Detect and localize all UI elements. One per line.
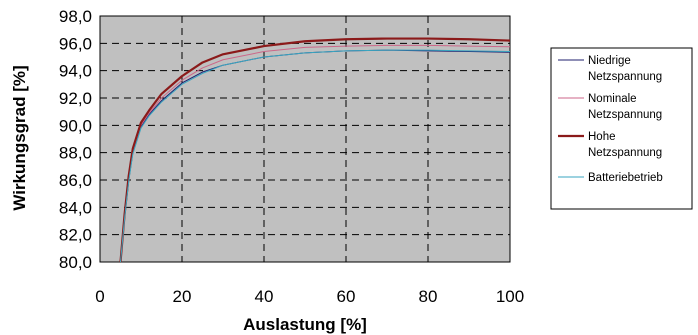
legend-label-0: Niedrige bbox=[588, 55, 631, 67]
legend-label-1: Netzspannung bbox=[588, 109, 662, 121]
plot-background bbox=[99, 15, 511, 263]
y-tick-label: 96,0 bbox=[59, 34, 92, 53]
series-line-3 bbox=[120, 49, 511, 263]
x-tick-label: 100 bbox=[496, 287, 524, 306]
x-tick-label: 40 bbox=[255, 287, 274, 306]
legend-label-3: Batteriebetrieb bbox=[588, 172, 663, 184]
x-tick-label: 0 bbox=[95, 287, 104, 306]
y-tick-label: 92,0 bbox=[59, 89, 92, 108]
y-tick-label: 98,0 bbox=[59, 7, 92, 26]
legend-box bbox=[550, 47, 693, 210]
y-tick-label: 88,0 bbox=[59, 144, 92, 163]
legend-label-2: Hohe bbox=[588, 131, 616, 143]
y-tick-label: 86,0 bbox=[59, 171, 92, 190]
plot-area bbox=[99, 15, 511, 263]
tick-labels: 80,0 82,0 84,0 86,0 88,0 90,0 92,0 94,0 96,0 98,0… bbox=[59, 7, 524, 306]
series-line-2 bbox=[119, 37, 511, 263]
x-axis-title: Auslastung [%] bbox=[243, 315, 367, 334]
y-tick-label: 94,0 bbox=[59, 62, 92, 81]
y-tick-label: 84,0 bbox=[59, 198, 92, 217]
x-tick-label: 80 bbox=[419, 287, 438, 306]
series-lines bbox=[119, 37, 511, 263]
y-tick-label: 82,0 bbox=[59, 226, 92, 245]
x-tick-label: 60 bbox=[337, 287, 356, 306]
legend-label-2: Netzspannung bbox=[588, 147, 662, 159]
legend-label-0: Netzspannung bbox=[588, 71, 662, 83]
legend-label-1: Nominale bbox=[588, 93, 637, 105]
y-axis-title: Wirkungsgrad [%] bbox=[10, 65, 29, 210]
legend: Niedrige Netzspannung Nominale Netzspannung… bbox=[550, 47, 693, 210]
grid-lines bbox=[100, 16, 510, 262]
x-tick-label: 20 bbox=[173, 287, 192, 306]
y-tick-label: 80,0 bbox=[59, 253, 92, 272]
y-tick-label: 90,0 bbox=[59, 116, 92, 135]
